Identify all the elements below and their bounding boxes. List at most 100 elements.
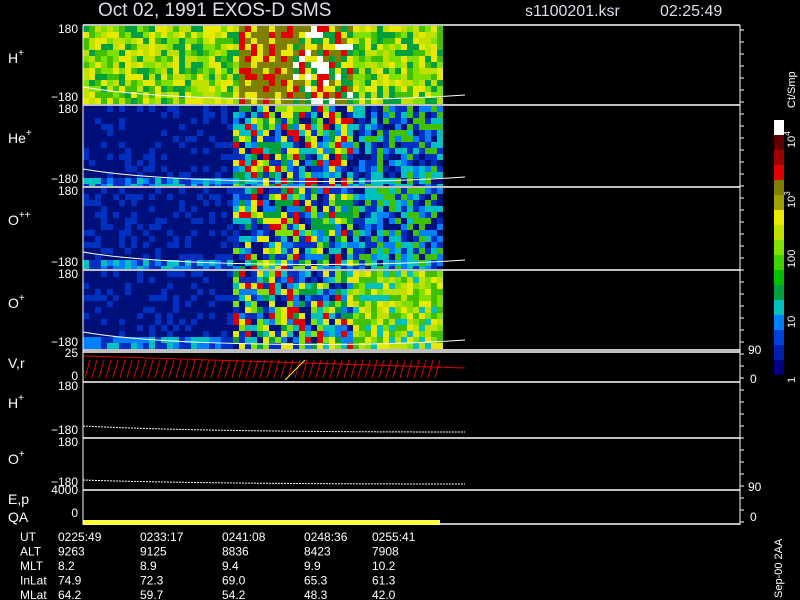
spectrogram-cell <box>419 283 425 289</box>
spectrogram-cell <box>311 307 317 313</box>
spectrogram-cell <box>143 142 149 148</box>
spectrogram-cell <box>425 194 431 200</box>
spectrogram-cell <box>131 236 137 242</box>
spectrogram-cell <box>347 307 353 313</box>
spectrogram-cell <box>281 172 287 178</box>
spectrogram-cell <box>197 62 203 68</box>
spectrogram-cell <box>353 254 359 260</box>
colorbar-segment <box>774 285 784 300</box>
spectrogram-cell <box>113 319 119 325</box>
spectrogram-cell <box>257 331 263 337</box>
spectrogram-cell <box>347 337 353 343</box>
spectrogram-cell <box>239 224 245 230</box>
spectrogram-cell <box>203 166 209 172</box>
spectrogram-cell <box>233 92 239 98</box>
spectrogram-cell <box>335 266 341 269</box>
spectrogram-cell <box>383 86 389 92</box>
spectrogram-cell <box>329 289 335 295</box>
spectrogram-cell <box>95 218 101 224</box>
spectrogram-cell <box>401 32 407 38</box>
spectrogram-cell <box>155 112 161 118</box>
spectrogram-cell <box>329 301 335 307</box>
spectrogram-cell <box>149 172 155 178</box>
spectrogram-cell <box>329 271 335 277</box>
spectrogram-cell <box>143 188 149 194</box>
spectrogram-cell <box>215 50 221 56</box>
spectrogram-cell <box>425 325 431 331</box>
spectrogram-cell <box>155 224 161 230</box>
spectrogram-cell <box>101 26 107 32</box>
spectrogram-cell <box>371 80 377 86</box>
spectrogram-cell <box>221 295 227 301</box>
spectrogram-cell <box>401 160 407 166</box>
spectrogram-cell <box>155 266 161 269</box>
spectrogram-cell <box>431 86 437 92</box>
spectrogram-cell <box>407 172 413 178</box>
spectrogram-cell <box>203 254 209 260</box>
spectrogram-cell <box>101 62 107 68</box>
spectrogram-cell <box>365 230 371 236</box>
spectrogram-cell <box>167 160 173 166</box>
spectrogram-cell <box>275 130 281 136</box>
spectrogram-cell <box>431 206 437 212</box>
rate-line <box>82 355 466 369</box>
spectrogram-cell <box>257 242 263 248</box>
spectrogram-cell <box>233 148 239 154</box>
spectrogram-cell <box>377 307 383 313</box>
spectrogram-cell <box>239 112 245 118</box>
spectrogram-cell <box>293 301 299 307</box>
spectrogram-cell <box>425 260 431 266</box>
spectrogram-cell <box>263 242 269 248</box>
spectrogram-cell <box>83 295 89 301</box>
spectrogram-cell <box>407 319 413 325</box>
spectrogram-cell <box>197 118 203 124</box>
spectrogram-cell <box>281 194 287 200</box>
spectrogram-cell <box>347 92 353 98</box>
spectrogram-cell <box>275 74 281 80</box>
spectrogram-cell <box>245 194 251 200</box>
spectrogram-cell <box>413 130 419 136</box>
spectrogram-cell <box>353 325 359 331</box>
spectrogram-cell <box>269 218 275 224</box>
spectrogram-cell <box>341 106 347 112</box>
spectrogram-cell <box>227 325 233 331</box>
spectrogram-cell <box>233 80 239 86</box>
spectrogram-cell <box>425 295 431 301</box>
spectrogram-cell <box>173 160 179 166</box>
spectrogram-cell <box>299 26 305 32</box>
spectrogram-cell <box>389 212 395 218</box>
spectrogram-cell <box>305 313 311 319</box>
spectrogram-cell <box>233 26 239 32</box>
spectrogram-cell <box>407 283 413 289</box>
spectrogram-cell <box>95 50 101 56</box>
spectrogram-cell <box>173 289 179 295</box>
spectrogram-cell <box>377 184 383 186</box>
spectrogram-cell <box>233 325 239 331</box>
spectrogram-cell <box>419 343 425 349</box>
spectrogram-cell <box>179 142 185 148</box>
spectrogram-cell <box>395 44 401 50</box>
spectrogram-cell <box>191 277 197 283</box>
spectrogram-cell <box>245 166 251 172</box>
spectrogram-cell <box>377 242 383 248</box>
spectrogram-cell <box>89 295 95 301</box>
footer-value: 9.4 <box>222 559 239 573</box>
spectrogram-cell <box>413 218 419 224</box>
spectrogram-cell <box>245 80 251 86</box>
spectrogram-cell <box>257 206 263 212</box>
spectrogram-cell <box>431 98 437 104</box>
spectrogram-cell <box>125 206 131 212</box>
spectrogram-cell <box>329 230 335 236</box>
spectrogram-cell <box>107 106 113 112</box>
spectrogram-cell <box>287 136 293 142</box>
spectrogram-cell <box>419 26 425 32</box>
spectrogram-cell <box>389 62 395 68</box>
spectrogram-cell <box>95 343 101 349</box>
spectrogram-cell <box>227 248 233 254</box>
spectrogram-cell <box>119 212 125 218</box>
spectrogram-cell <box>305 289 311 295</box>
spectrogram-cell <box>431 254 437 260</box>
spectrogram-cell <box>335 277 341 283</box>
spectrogram-cell <box>119 194 125 200</box>
